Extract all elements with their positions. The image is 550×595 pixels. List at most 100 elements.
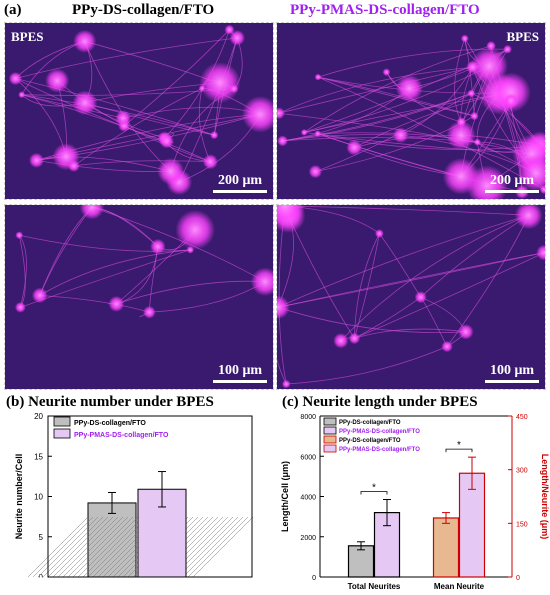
chart-b-title: (b) Neurite number under BPES bbox=[6, 394, 214, 410]
cell-body bbox=[346, 139, 363, 156]
cell-body bbox=[14, 301, 26, 313]
neurite bbox=[278, 66, 473, 114]
scale-line bbox=[485, 380, 539, 383]
neurite bbox=[277, 306, 466, 333]
hatch bbox=[62, 516, 124, 578]
neurite bbox=[317, 76, 475, 117]
y-tick-label: 8000 bbox=[300, 414, 316, 421]
hatch bbox=[77, 516, 139, 578]
legend-label: PPy-DS-collagen/FTO bbox=[339, 438, 401, 444]
neurite bbox=[354, 252, 545, 339]
neurite bbox=[379, 233, 422, 298]
neurite bbox=[277, 252, 545, 308]
chart-c: 0 2000 4000 6000 8000 0 150 300 450 Length/Cell (… bbox=[280, 414, 550, 591]
hatch bbox=[47, 516, 109, 578]
neurite bbox=[354, 233, 380, 339]
bpes-tag-left: BPES bbox=[11, 29, 44, 44]
y-tick-label: 10 bbox=[34, 493, 43, 502]
cell-body bbox=[374, 229, 384, 238]
fluorescence-image bbox=[5, 205, 273, 389]
scale-label: 200 μm bbox=[217, 173, 263, 188]
significance-bracket bbox=[360, 491, 388, 495]
hatch bbox=[82, 516, 144, 578]
hatch bbox=[42, 516, 104, 578]
micrograph-ds-200um: BPES 200 μm bbox=[4, 22, 274, 200]
significance-star: * bbox=[457, 440, 461, 451]
cell-body bbox=[486, 40, 496, 51]
neurite bbox=[400, 66, 473, 136]
legend-swatch bbox=[323, 435, 337, 444]
cell-body bbox=[392, 127, 409, 143]
scale-line bbox=[213, 190, 267, 193]
hatch bbox=[72, 516, 134, 578]
y-tick-label: 4000 bbox=[300, 495, 316, 502]
neurite bbox=[286, 346, 448, 385]
legend-label: PPy-PMAS-DS-collagen/FTO bbox=[339, 447, 420, 453]
chart-c-title: (c) Neurite length under BPES bbox=[282, 394, 478, 410]
left-column-title: PPy-DS-collagen/FTO bbox=[72, 2, 215, 18]
y-right-tick-label: 150 bbox=[516, 521, 528, 528]
neurite bbox=[454, 38, 466, 123]
neurite bbox=[340, 214, 529, 341]
neurite bbox=[116, 280, 266, 305]
significance-bracket bbox=[445, 448, 473, 453]
legend-label: PPy-DS-collagen/FTO bbox=[339, 420, 401, 426]
cell-body bbox=[73, 29, 97, 53]
cell-body bbox=[28, 152, 45, 168]
cell-body bbox=[314, 73, 322, 81]
y-tick-label: 2000 bbox=[300, 535, 316, 542]
y-tick-label: 15 bbox=[34, 452, 43, 461]
cell-body bbox=[458, 324, 474, 340]
bar bbox=[432, 517, 460, 578]
hatch bbox=[32, 516, 94, 578]
neurite bbox=[278, 65, 490, 114]
cell-body bbox=[8, 71, 23, 86]
cell-body bbox=[277, 135, 288, 147]
neurite bbox=[39, 295, 150, 313]
cell-body bbox=[72, 90, 98, 116]
fluorescence-image bbox=[5, 23, 273, 199]
legend-swatch bbox=[323, 444, 337, 453]
neurite bbox=[354, 296, 421, 339]
micrograph-ds-100um: 100 μm bbox=[4, 204, 274, 390]
scale-label: 200 μm bbox=[489, 173, 535, 188]
hatch bbox=[187, 516, 249, 578]
bar bbox=[87, 502, 137, 578]
cell-body bbox=[467, 89, 476, 98]
micrograph-pmas-200um: BPES 200 μm bbox=[276, 22, 546, 200]
cell-body bbox=[15, 231, 24, 240]
legend-swatch bbox=[323, 417, 337, 426]
cell-body bbox=[108, 295, 125, 312]
scale-line bbox=[485, 190, 539, 193]
neurite bbox=[277, 214, 529, 308]
neurite bbox=[21, 94, 211, 163]
neurite bbox=[317, 76, 475, 117]
neurite bbox=[420, 214, 529, 298]
cell-body bbox=[456, 117, 467, 127]
cell-body bbox=[199, 62, 241, 104]
cell-body bbox=[503, 93, 519, 109]
y-right-tick-label: 450 bbox=[516, 414, 528, 421]
neurite bbox=[15, 37, 238, 79]
significance-star: * bbox=[372, 483, 376, 494]
legend-label: PPy-PMAS-DS-collagen/FTO bbox=[74, 432, 169, 439]
cell-body bbox=[175, 210, 216, 250]
y-right-tick-label: 0 bbox=[516, 575, 520, 582]
hatch bbox=[57, 516, 119, 578]
cell-body bbox=[150, 238, 166, 255]
neurite bbox=[304, 45, 492, 133]
x-tick-label: Mean Neurite bbox=[434, 582, 485, 591]
neurite bbox=[317, 76, 545, 190]
neurite bbox=[15, 78, 167, 142]
y-tick-label: 6000 bbox=[300, 454, 316, 461]
scale-label: 100 μm bbox=[217, 363, 263, 378]
cell-body bbox=[517, 154, 545, 192]
scale-bar-200-left: 200 μm bbox=[213, 173, 267, 193]
neurite bbox=[282, 92, 472, 142]
neurite bbox=[73, 87, 203, 167]
scale-line bbox=[213, 380, 267, 383]
cell-body bbox=[490, 72, 531, 113]
cell-body bbox=[441, 340, 453, 353]
cell-body bbox=[229, 84, 239, 94]
cell-body bbox=[314, 130, 322, 137]
